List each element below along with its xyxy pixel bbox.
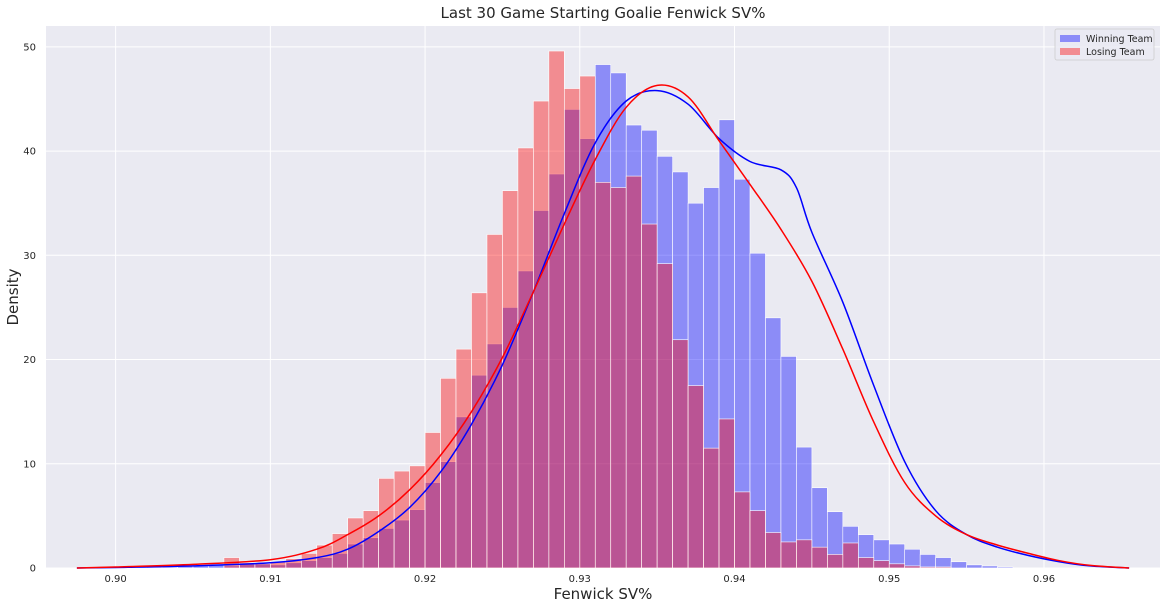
losing-team-bar	[610, 187, 627, 569]
losing-team-bar	[440, 377, 457, 569]
chart-title: Last 30 Game Starting Goalie Fenwick SV%	[441, 4, 766, 22]
losing-team-bar	[502, 190, 519, 569]
losing-team-bar	[857, 557, 875, 569]
legend-swatch	[1060, 35, 1080, 42]
losing-team-bar	[827, 554, 844, 569]
losing-team-bar	[919, 566, 936, 569]
y-axis-label: Density	[4, 268, 22, 325]
losing-team-bar	[734, 491, 751, 569]
losing-team-bar	[579, 75, 596, 569]
losing-team-bar	[254, 563, 271, 569]
losing-team-bar	[703, 447, 720, 569]
losing-team-bar	[873, 560, 890, 569]
losing-team-bar	[594, 182, 612, 569]
x-tick-label: 0.91	[259, 574, 281, 585]
losing-team-bar	[564, 88, 581, 569]
losing-team-bar	[486, 234, 503, 569]
losing-team-bar	[780, 541, 797, 569]
losing-team-bars	[223, 50, 952, 569]
losing-team-bar	[888, 563, 906, 569]
losing-team-bar	[300, 553, 318, 569]
y-tick-labels: 0 10 20 30 40 50	[23, 42, 36, 574]
losing-team-bar	[687, 385, 704, 569]
losing-team-bar	[656, 263, 673, 569]
x-axis-label: Fenwick SV%	[554, 585, 653, 603]
x-tick-labels: 0.90 0.91 0.92 0.93 0.94 0.95 0.96	[104, 574, 1055, 585]
losing-team-bar	[625, 175, 642, 569]
winning-team-bar	[919, 554, 936, 569]
losing-team-bar	[935, 566, 952, 569]
x-tick-label: 0.92	[414, 574, 436, 585]
losing-team-bar	[904, 565, 921, 569]
kde-lines	[76, 84, 1130, 569]
y-tick-label: 50	[23, 42, 36, 53]
losing-team-bar	[471, 292, 488, 569]
losing-team-kde-line	[76, 84, 1130, 569]
losing-team-bar	[455, 348, 472, 569]
x-tick-label: 0.90	[104, 574, 126, 585]
y-tick-label: 10	[23, 459, 36, 470]
legend-label: Losing Team	[1086, 47, 1145, 58]
x-tick-label: 0.95	[878, 574, 900, 585]
x-tick-label: 0.96	[1033, 574, 1055, 585]
winning-team-bar	[765, 317, 782, 569]
losing-team-bar	[842, 542, 859, 569]
x-tick-label: 0.94	[723, 574, 745, 585]
y-tick-label: 20	[23, 355, 36, 366]
winning-team-kde-line	[76, 89, 1130, 569]
losing-team-bar	[672, 339, 689, 569]
winning-team-bar	[935, 557, 952, 569]
legend: Winning Team Losing Team	[1054, 28, 1155, 61]
plot-background	[46, 26, 1160, 568]
losing-team-bar	[641, 223, 658, 569]
legend-box	[1054, 28, 1155, 61]
losing-team-bar	[718, 418, 735, 569]
winning-team-bar	[981, 565, 998, 569]
legend-swatch	[1060, 48, 1080, 55]
winning-team-bar	[780, 356, 797, 569]
winning-team-bar	[966, 564, 983, 569]
losing-team-bar	[749, 510, 766, 569]
losing-team-bar	[765, 532, 782, 569]
losing-team-bar	[811, 546, 828, 569]
y-tick-label: 30	[23, 251, 36, 262]
losing-team-bar	[424, 432, 441, 569]
x-tick-label: 0.93	[569, 574, 591, 585]
legend-label: Winning Team	[1086, 34, 1153, 45]
y-tick-label: 0	[30, 564, 36, 575]
losing-team-bar	[796, 539, 813, 569]
winning-team-bar	[997, 566, 1014, 569]
losing-team-bar	[533, 100, 550, 569]
losing-team-bar	[517, 147, 534, 569]
y-tick-label: 40	[23, 147, 36, 158]
losing-team-bar	[548, 50, 565, 569]
winning-team-bar	[904, 548, 921, 569]
winning-team-bar	[950, 561, 967, 569]
